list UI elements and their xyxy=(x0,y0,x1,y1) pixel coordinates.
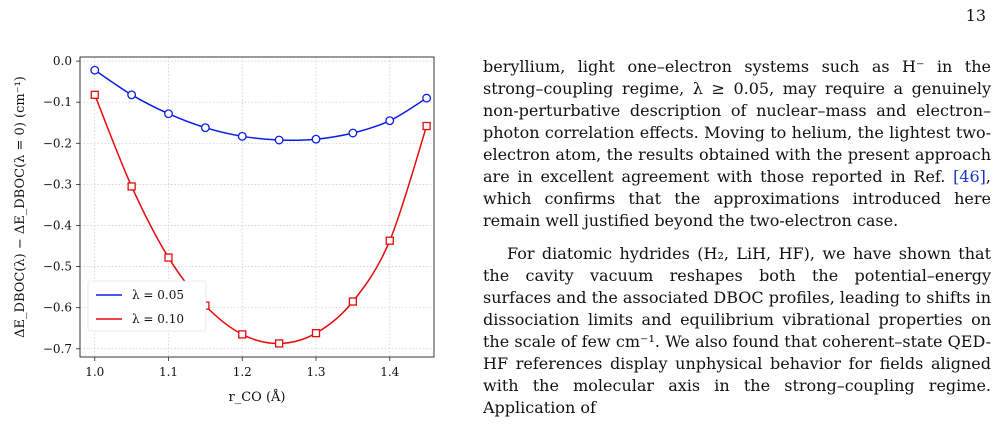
data-point-square xyxy=(164,253,173,262)
data-point-square xyxy=(311,329,321,338)
dboc-figure: 1.0 1.1 1.2 1.3 1.4 0.0 −0.1 −0.2 −0.3 −0.4 −0.5 −0… xyxy=(0,40,470,444)
data-point-circle xyxy=(237,131,247,141)
data-point-square xyxy=(127,182,136,191)
plot-frame xyxy=(79,56,435,358)
dboc-chart: 1.0 1.1 1.2 1.3 1.4 0.0 −0.1 −0.2 −0.3 −0.4 −0.5 −0… xyxy=(13,54,435,405)
data-point-circle xyxy=(127,90,137,100)
data-point-circle xyxy=(311,134,321,144)
y-tick-label: −0.5 xyxy=(43,260,72,274)
y-tick-label: 0.0 xyxy=(53,54,72,68)
x-tick-label: 1.4 xyxy=(380,365,399,379)
x-tick-label: 1.0 xyxy=(85,365,104,379)
y-tick-label: −0.6 xyxy=(43,301,72,315)
legend-label-1: λ = 0.05 xyxy=(132,288,184,302)
paragraph-1: beryllium, light one–electron systems su… xyxy=(483,57,991,230)
data-point-square xyxy=(348,297,358,306)
paragraph-2: For diatomic hydrides (H₂, LiH, HF), we … xyxy=(483,244,991,417)
data-point-circle xyxy=(348,128,358,138)
y-axis-label: ΔE_DBOC(λ) − ΔE_DBOC(λ = 0) (cm⁻¹) xyxy=(13,76,28,338)
y-tick-label: −0.4 xyxy=(43,218,73,232)
data-point-circle xyxy=(164,109,173,119)
x-tick-label: 1.2 xyxy=(233,365,252,379)
y-tick-label: −0.2 xyxy=(43,136,72,150)
data-point-circle xyxy=(200,123,210,133)
y-tick-label: −0.7 xyxy=(43,342,72,356)
x-tick-label: 1.3 xyxy=(306,365,325,379)
x-tick-label: 1.1 xyxy=(159,365,178,379)
data-point-square xyxy=(385,236,394,245)
series-line-2 xyxy=(94,94,428,345)
data-point-square xyxy=(422,121,431,131)
data-point-square xyxy=(90,90,99,99)
data-point-circle xyxy=(385,116,395,126)
legend-label-2: λ = 0.10 xyxy=(132,312,184,326)
page-number: 13 xyxy=(965,6,986,25)
data-point-circle xyxy=(274,135,284,145)
data-point-circle xyxy=(90,65,100,75)
x-axis-label: r_CO (Å) xyxy=(229,389,286,405)
data-point-square xyxy=(238,330,247,339)
body-text: beryllium, light one–electron systems su… xyxy=(483,56,991,419)
y-tick-label: −0.3 xyxy=(43,177,72,191)
y-tick-label: −0.1 xyxy=(43,95,72,109)
citation-link[interactable]: [46] xyxy=(953,167,986,186)
data-point-square xyxy=(274,339,284,348)
data-point-circle xyxy=(422,93,432,103)
series-line-1 xyxy=(94,69,428,142)
